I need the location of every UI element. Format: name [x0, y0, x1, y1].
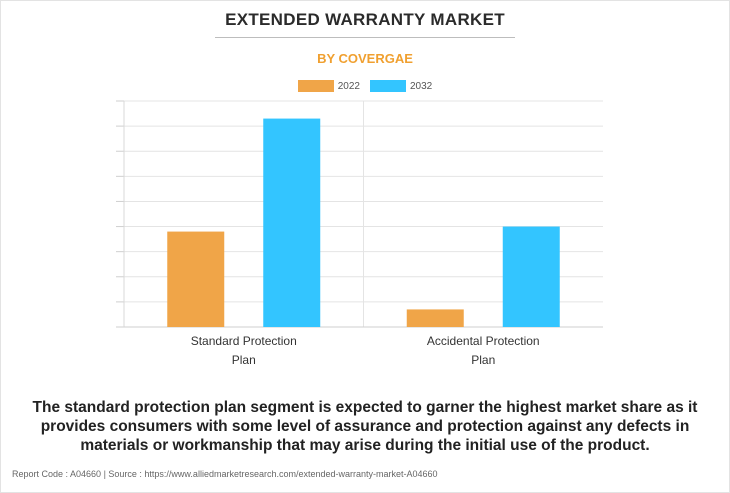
bar-2022-2 [406, 309, 464, 327]
bar-2032-2 [502, 226, 560, 327]
chart-subtitle: BY COVERGAE [317, 51, 413, 66]
report-footer: Report Code : A04660 | Source : https://… [12, 469, 438, 479]
chart-caption: The standard protection plan segment is … [32, 399, 698, 454]
bar-2022-1 [167, 231, 225, 327]
legend: 2022 2032 [0, 80, 730, 92]
bar-2032-1 [263, 118, 321, 327]
title-divider [215, 37, 515, 38]
x-tick-label: Accidental Protection Plan [427, 334, 540, 367]
legend-item-2022[interactable]: 2022 [297, 80, 360, 92]
legend-swatch-2032 [370, 80, 406, 92]
legend-label-2022: 2022 [337, 80, 360, 92]
chart-title: EXTENDED WARRANTY MARKET [225, 10, 505, 29]
legend-item-2032[interactable]: 2032 [370, 80, 432, 92]
bar-chart: Standard Protection Plan Accidental Protec… [116, 100, 603, 367]
x-tick-label: Standard Protection Plan [191, 334, 297, 367]
legend-swatch-2022 [297, 80, 334, 92]
legend-label-2032: 2032 [410, 80, 433, 92]
